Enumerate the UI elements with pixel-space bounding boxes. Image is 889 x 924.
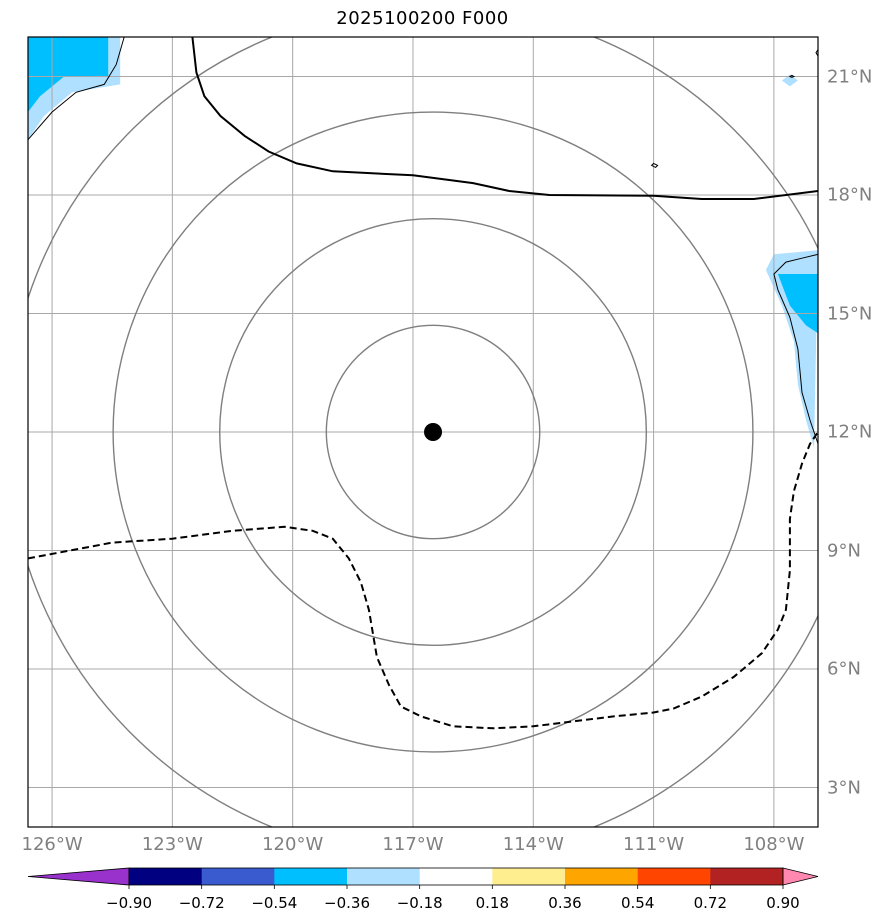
range-ring <box>219 217 648 647</box>
longitude-label: 114°W <box>502 834 564 855</box>
colorbar-segment <box>492 868 566 885</box>
colorbar-segment <box>274 868 348 885</box>
colorbar-segment <box>710 868 784 885</box>
colorbar-frame <box>128 867 784 886</box>
latitude-label: 15°N <box>827 303 873 324</box>
longitude-label: 111°W <box>623 834 685 855</box>
latitude-label: 3°N <box>827 777 861 798</box>
shaded-region <box>781 74 798 87</box>
colorbar-tick-label: −0.54 <box>251 894 298 912</box>
colorbar-tick-label: −0.18 <box>396 894 443 912</box>
longitude-label: 108°W <box>743 834 805 855</box>
solid-contour-line <box>191 37 818 200</box>
latitude-label: 18°N <box>827 184 873 206</box>
islet-outline <box>815 48 818 57</box>
map-plot-area <box>28 37 818 827</box>
colorbar-over-extension <box>782 867 819 886</box>
colorbar-tick-label: 0.18 <box>475 894 509 912</box>
coastline <box>28 37 125 141</box>
range-ring <box>325 324 541 540</box>
colorbar-segment <box>201 868 275 885</box>
colorbar <box>27 867 819 889</box>
map-frame <box>27 36 819 828</box>
colorbar-tick-label: 0.90 <box>766 894 800 912</box>
colorbar-segment <box>347 868 421 885</box>
shaded-region <box>777 274 818 334</box>
latitude-label: 12°N <box>827 421 873 443</box>
colorbar-tick-label: 0.72 <box>693 894 727 912</box>
range-ring <box>112 111 754 753</box>
map-title: 2025100200 F000 <box>336 8 509 29</box>
colorbar-segment <box>129 868 203 885</box>
longitude-label: 123°W <box>141 834 203 855</box>
colorbar-under-extension <box>27 867 130 886</box>
colorbar-tick-label: −0.90 <box>106 894 152 912</box>
colorbar-tick-label: −0.36 <box>324 894 370 912</box>
dashed-contour-line <box>28 431 818 730</box>
storm-center-marker <box>424 423 443 441</box>
colorbar-segment <box>419 868 493 885</box>
longitude-label: 120°W <box>262 834 324 855</box>
latitude-label: 9°N <box>827 540 861 561</box>
colorbar-tick-label: 0.54 <box>620 894 655 912</box>
colorbar-segment <box>637 868 711 885</box>
colorbar-tick-label: −0.72 <box>178 894 225 912</box>
islet-outline <box>788 74 796 78</box>
islet-outline <box>650 162 659 169</box>
coastline <box>773 253 818 445</box>
latitude-label: 21°N <box>827 66 873 87</box>
colorbar-tick-label: 0.36 <box>548 894 582 912</box>
colorbar-segment <box>565 868 639 885</box>
longitude-label: 117°W <box>382 834 444 855</box>
latitude-label: 6°N <box>827 658 861 680</box>
longitude-label: 126°W <box>21 834 83 855</box>
shaded-region <box>28 37 109 112</box>
